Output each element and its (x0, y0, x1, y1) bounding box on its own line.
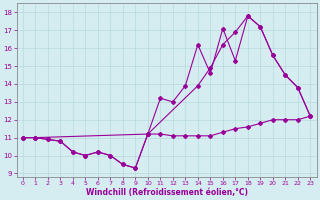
X-axis label: Windchill (Refroidissement éolien,°C): Windchill (Refroidissement éolien,°C) (85, 188, 248, 197)
